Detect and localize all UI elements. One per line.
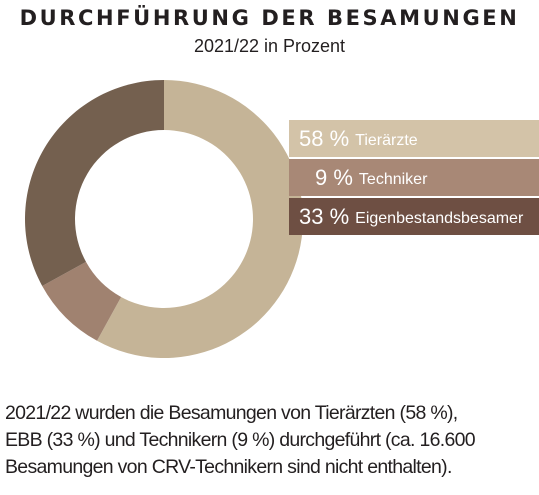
legend-percent: 9 % bbox=[315, 164, 353, 190]
legend-percent: 33 % bbox=[299, 203, 350, 229]
legend-percent: 58 % bbox=[299, 125, 350, 151]
legend: 58 % Tierärzte 9 % Techniker 33 % Eigenb… bbox=[289, 120, 539, 237]
legend-label: Tierärzte bbox=[355, 131, 418, 149]
legend-item-tieraerzte: 58 % Tierärzte bbox=[289, 120, 539, 157]
chart-subtitle: 2021/22 in Prozent bbox=[193, 36, 346, 56]
slice-eigenbestandsbesamer bbox=[24, 80, 164, 286]
caption-line: 2021/22 wurden die Besamungen von Tierär… bbox=[5, 402, 458, 424]
legend-label: Techniker bbox=[358, 170, 428, 188]
caption-line: EBB (33 %) und Technikern (9 %) durchgef… bbox=[5, 429, 476, 451]
slice-tieraerzte bbox=[97, 80, 303, 358]
caption-line: Besamungen von CRV-Technikern sind nicht… bbox=[5, 456, 452, 478]
legend-label: Eigenbestandsbesamer bbox=[355, 209, 524, 227]
caption: 2021/22 wurden die Besamungen von Tierär… bbox=[5, 400, 539, 481]
legend-item-techniker: 9 % Techniker bbox=[289, 159, 539, 196]
legend-item-eigenbestandsbesamer: 33 % Eigenbestandsbesamer bbox=[289, 198, 539, 235]
slice-techniker bbox=[42, 261, 122, 341]
chart-title: DURCHFÜHRUNG DER BESAMUNGEN bbox=[19, 6, 520, 30]
